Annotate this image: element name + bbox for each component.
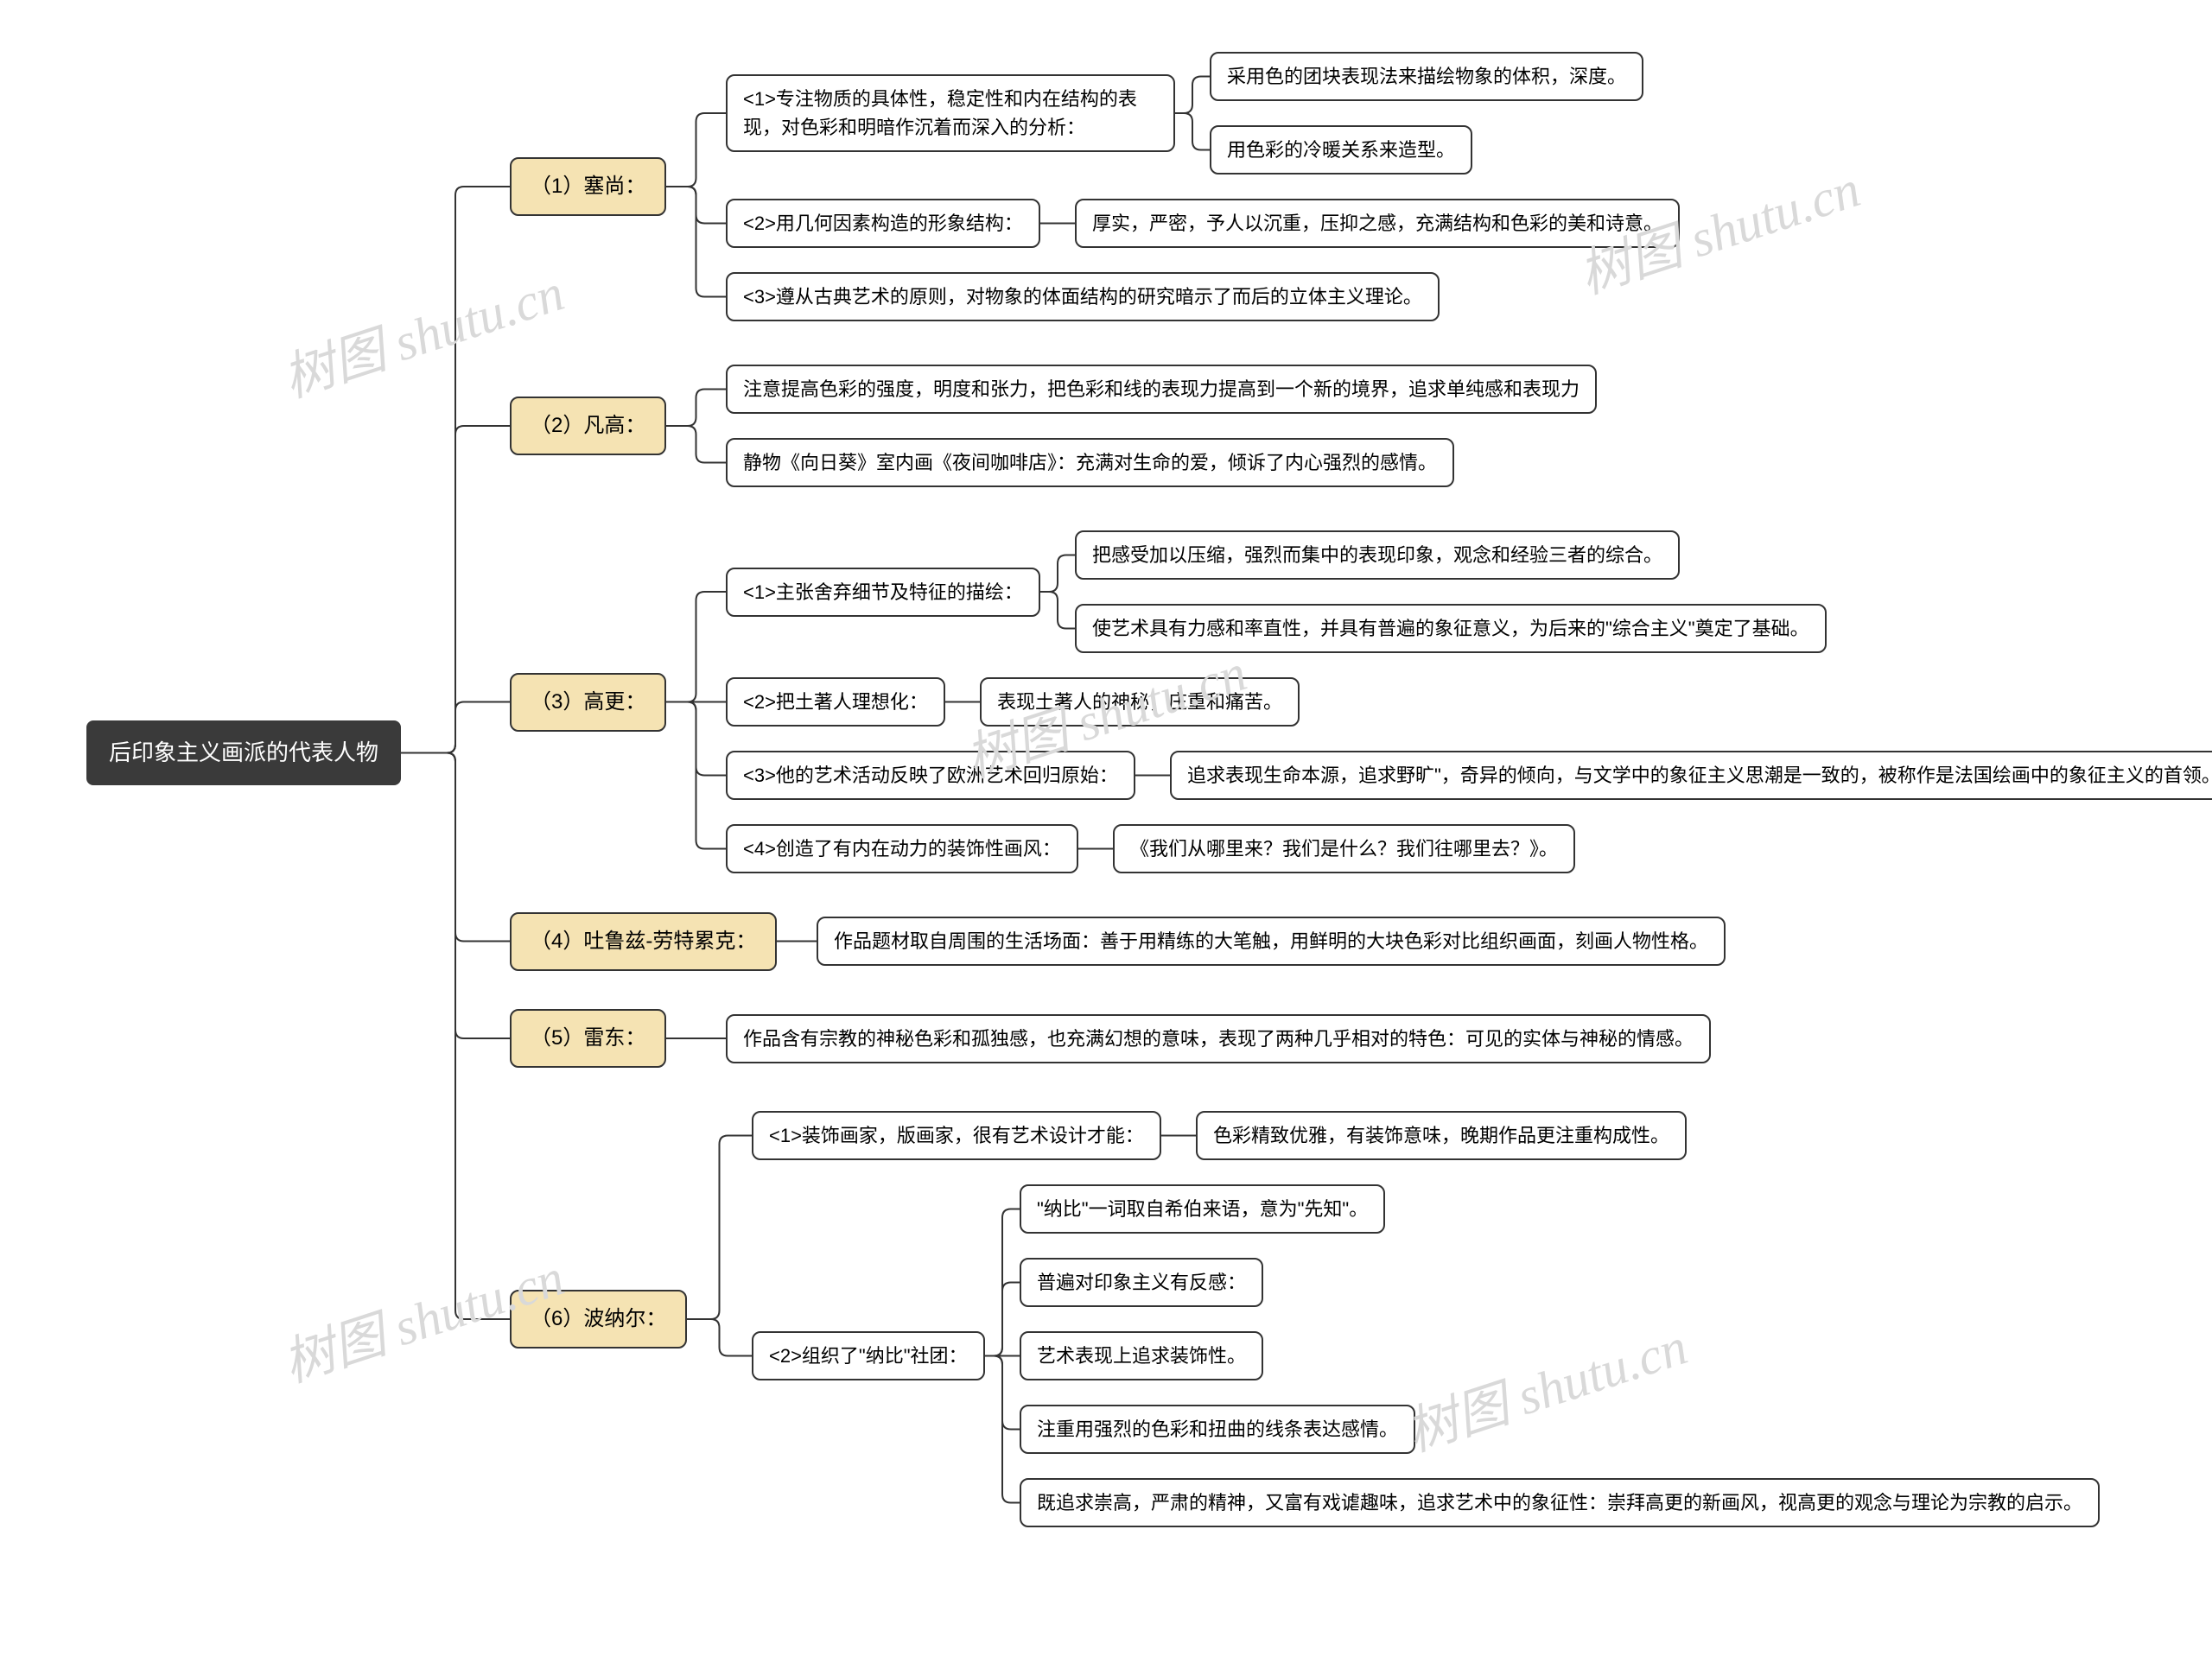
- node-b3c2a: 表现土著人的神秘，庄重和痛苦。: [980, 677, 1300, 727]
- node-b3c4a: 《我们从哪里来？我们是什么？我们往哪里去？》。: [1113, 824, 1575, 873]
- node-b3c1a: 把感受加以压缩，强烈而集中的表现印象，观念和经验三者的综合。: [1075, 530, 1680, 580]
- node-b6c2a: "纳比"一词取自希伯来语，意为"先知"。: [1020, 1184, 1385, 1234]
- branch-node-b3: （3）高更：: [510, 673, 666, 732]
- node-b6c2d: 注重用强烈的色彩和扭曲的线条表达感情。: [1020, 1405, 1415, 1454]
- root-node: 后印象主义画派的代表人物: [86, 720, 401, 785]
- branch-node-b6: （6）波纳尔：: [510, 1290, 687, 1349]
- node-b3c3: <3>他的艺术活动反映了欧洲艺术回归原始：: [726, 751, 1135, 800]
- node-b1c1a: 采用色的团块表现法来描绘物象的体积，深度。: [1210, 52, 1643, 101]
- node-b3c2: <2>把土著人理想化：: [726, 677, 945, 727]
- mindmap-canvas: （1）塞尚： <1>专注物质的具体性，稳定性和内在结构的表现，对色彩和明暗作沉着而…: [0, 0, 2212, 1669]
- branch-node-b1: （1）塞尚：: [510, 157, 666, 216]
- node-b1c1: <1>专注物质的具体性，稳定性和内在结构的表现，对色彩和明暗作沉着而深入的分析：: [726, 74, 1175, 152]
- node-b3c4: <4>创造了有内在动力的装饰性画风：: [726, 824, 1078, 873]
- node-b1c2a: 厚实，严密，予人以沉重，压抑之感，充满结构和色彩的美和诗意。: [1075, 199, 1680, 248]
- node-b2c1: 注意提高色彩的强度，明度和张力，把色彩和线的表现力提高到一个新的境界，追求单纯感…: [726, 365, 1597, 414]
- node-b6c2: <2>组织了"纳比"社团：: [752, 1331, 985, 1380]
- watermark: 树图 shutu.cn: [1395, 1304, 1695, 1466]
- node-b4c1: 作品题材取自周围的生活场面：善于用精练的大笔触，用鲜明的大块色彩对比组织画面，刻…: [817, 917, 1726, 966]
- node-b2c2: 静物《向日葵》室内画《夜间咖啡店》：充满对生命的爱，倾诉了内心强烈的感情。: [726, 438, 1454, 487]
- node-b3c3a: 追求表现生命本源，追求野旷"，奇异的倾向，与文学中的象征主义思潮是一致的，被称作…: [1170, 751, 2212, 800]
- node-b6c2b: 普遍对印象主义有反感：: [1020, 1258, 1263, 1307]
- branch-node-b5: （5）雷东：: [510, 1009, 666, 1068]
- node-b3c1b: 使艺术具有力感和率直性，并具有普遍的象征意义，为后来的"综合主义"奠定了基础。: [1075, 604, 1827, 653]
- node-b6c1: <1>装饰画家，版画家，很有艺术设计才能：: [752, 1111, 1161, 1160]
- branch-node-b4: （4）吐鲁兹-劳特累克：: [510, 912, 777, 971]
- branch-node-b2: （2）凡高：: [510, 397, 666, 455]
- node-b1c3: <3>遵从古典艺术的原则，对物象的体面结构的研究暗示了而后的立体主义理论。: [726, 272, 1440, 321]
- node-b1c2: <2>用几何因素构造的形象结构：: [726, 199, 1040, 248]
- node-b6c2e: 既追求崇高，严肃的精神，又富有戏谑趣味，追求艺术中的象征性：崇拜高更的新画风，视…: [1020, 1478, 2100, 1527]
- node-b6c1a: 色彩精致优雅，有装饰意味，晚期作品更注重构成性。: [1196, 1111, 1687, 1160]
- watermark: 树图 shutu.cn: [272, 251, 572, 412]
- node-b5c1: 作品含有宗教的神秘色彩和孤独感，也充满幻想的意味，表现了两种几乎相对的特色：可见…: [726, 1014, 1711, 1063]
- node-b6c2c: 艺术表现上追求装饰性。: [1020, 1331, 1263, 1380]
- node-b3c1: <1>主张舍弃细节及特征的描绘：: [726, 568, 1040, 617]
- node-b1c1b: 用色彩的冷暖关系来造型。: [1210, 125, 1472, 175]
